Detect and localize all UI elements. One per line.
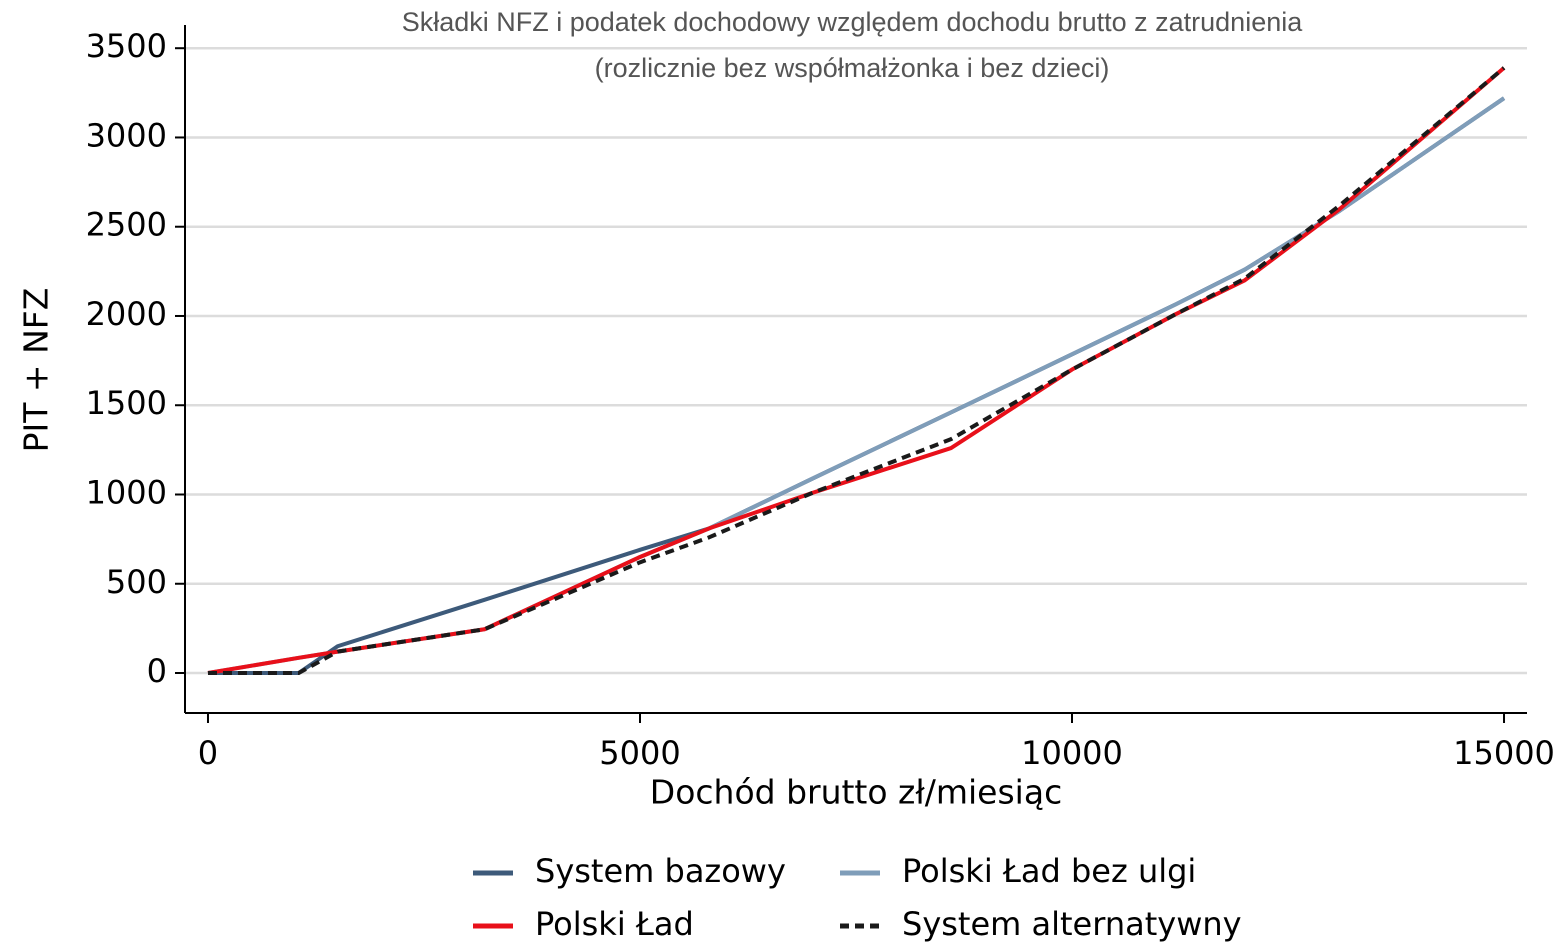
- line-series: [207, 66, 1506, 676]
- y-tick-label: 2500: [86, 206, 167, 244]
- legend-label: System bazowy: [535, 852, 786, 890]
- x-tick-label: 10000: [1021, 734, 1123, 772]
- y-axis-label: PIT + NFZ: [17, 288, 56, 453]
- line-series: [207, 96, 1506, 676]
- legend-label: Polski Ład: [535, 905, 694, 943]
- y-tick-label: 3000: [86, 116, 167, 154]
- chart-subtitle: (rozlicznie bez współmałżonka i bez dzie…: [595, 53, 1110, 83]
- y-tick-label: 1500: [86, 384, 167, 422]
- y-tick-label: 0: [147, 652, 167, 690]
- x-axis-label: Dochód brutto zł/miesiąc: [650, 773, 1062, 812]
- y-tick-label: 1000: [86, 473, 167, 511]
- line-series: [207, 96, 1506, 675]
- x-tick-label: 0: [198, 734, 218, 772]
- legend-label: Polski Ład bez ulgi: [902, 852, 1196, 890]
- y-tick-label: 3500: [86, 27, 167, 65]
- y-tick-label: 2000: [86, 295, 167, 333]
- y-tick-label: 500: [106, 563, 167, 601]
- chart-title: Składki NFZ i podatek dochodowy względem…: [402, 7, 1303, 37]
- x-tick-label: 15000: [1453, 734, 1555, 772]
- legend-label: System alternatywny: [902, 905, 1242, 943]
- line-series: [207, 66, 1506, 675]
- x-tick-label: 5000: [599, 734, 680, 772]
